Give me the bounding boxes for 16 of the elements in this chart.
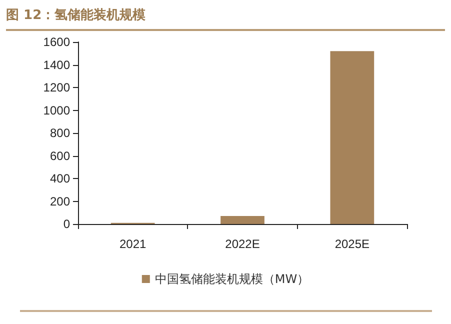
y-tick-label: 800 (50, 126, 70, 140)
chart-title: 图 12：氢储能装机规模 (6, 6, 445, 31)
x-tick-label: 2021 (119, 237, 147, 251)
y-tick-label: 0 (63, 217, 70, 231)
bar (220, 216, 264, 224)
y-tick-label: 1600 (43, 35, 70, 49)
x-tick-label: 2025E (334, 237, 370, 251)
y-tick-label: 200 (50, 194, 70, 208)
y-tick-label: 1400 (43, 58, 70, 72)
y-tick-label: 1200 (43, 80, 70, 94)
legend-label: 中国氢储能装机规模（MW） (154, 272, 310, 286)
y-tick-label: 400 (50, 172, 70, 186)
y-tick-label: 600 (50, 148, 70, 163)
x-tick-label: 2022E (225, 237, 260, 251)
bar (330, 51, 374, 224)
y-tick-label: 1000 (43, 103, 70, 118)
